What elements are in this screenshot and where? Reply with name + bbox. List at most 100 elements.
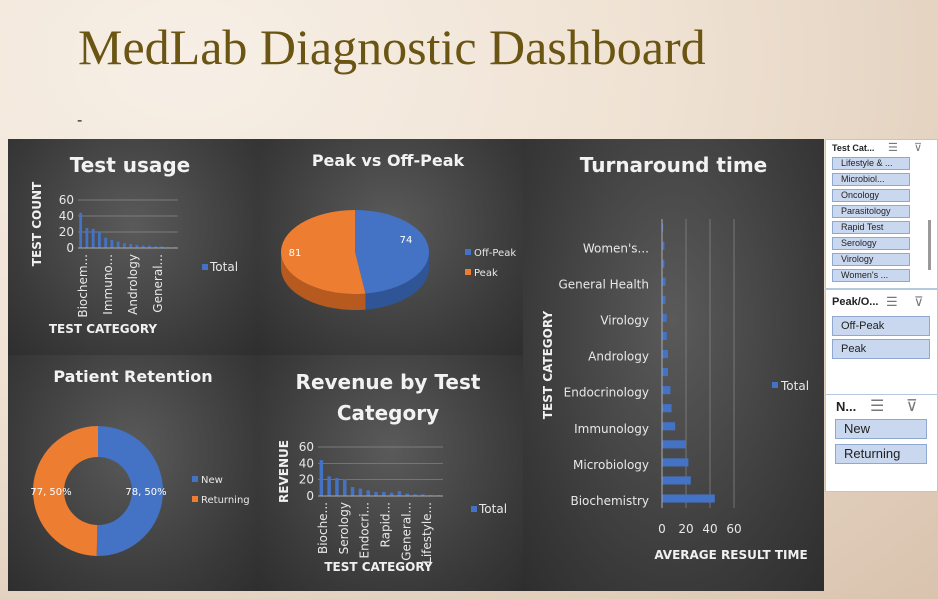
x-tick-label: Andrology [126,254,140,315]
slicer-item[interactable]: Oncology [832,189,910,202]
slicer-item[interactable]: Returning [835,444,927,464]
legend-label: Off-Peak [474,248,516,259]
slice-returning [33,426,98,556]
y-axis-title: TEST COUNT [30,181,44,266]
retention-chart: 78, 50% 77, 50% New Returning [30,426,250,556]
y-tick-label: 40 [299,456,314,470]
bar [141,245,145,248]
multi-select-icon[interactable]: ☰ [888,142,898,154]
slicer-item[interactable]: Rapid Test [832,221,910,234]
bar [421,494,425,496]
bar [413,494,417,496]
y-tick-label: 20 [299,473,314,487]
bar [662,440,686,449]
bar [104,237,108,248]
multi-select-icon[interactable]: ☰ [886,294,898,309]
clear-filter-icon[interactable]: ⊽ [906,398,918,415]
x-tick-label: Endocri... [358,502,372,558]
x-axis-title: TEST CATEGORY [49,322,158,336]
bar [91,228,95,248]
y-tick-label: 40 [59,209,74,223]
bar [135,244,139,248]
legend-swatch [465,249,471,255]
x-tick-label: Rapid... [379,502,393,547]
slicer-item[interactable]: New [835,419,927,439]
legend-swatch [465,269,471,275]
bar [662,422,676,431]
y-tick-label: Biochemistry [570,494,649,508]
new-slicer[interactable]: N... ☰ ⊽ New Returning [825,394,938,492]
bar [335,478,339,496]
y-tick-label: 20 [59,225,74,239]
bar [405,493,410,496]
bar [397,491,402,496]
y-tick-label: Virology [600,314,649,328]
y-tick-label: Women's... [583,241,649,255]
bar [662,277,666,286]
y-tick-label: General Health [558,277,649,291]
slicer-item[interactable]: Women's ... [832,269,910,282]
legend-swatch [471,506,477,512]
data-label: 74 [400,235,413,246]
bar [662,331,667,341]
legend-label: Peak [474,268,498,279]
bar [116,241,120,248]
y-axis-title: REVENUE [277,440,291,503]
slicer-scrollbar[interactable] [928,220,931,270]
slicer-item[interactable]: Virology [832,253,910,266]
bar [366,490,370,496]
slicer-item[interactable]: Off-Peak [832,316,930,336]
bar [374,491,378,496]
peak-slicer-header: Peak/O... [832,296,879,308]
slice-side-peak [281,252,366,310]
y-tick-label: Microbiology [573,458,649,472]
legend-swatch [772,382,778,388]
page-title: MedLab Diagnostic Dashboard [78,19,706,75]
y-tick-label: 0 [66,241,74,255]
data-label: 78, 50% [125,487,166,498]
slice-off-peak [355,210,429,294]
x-tick-label: 20 [678,522,693,536]
clear-filter-icon[interactable]: ⊽ [914,142,923,154]
slicer-item[interactable]: Serology [832,237,910,250]
legend-label: New [201,475,223,486]
bar [85,228,89,248]
revenue-panel: Revenue by Test Category 0 20 40 60 Bioche..… [258,355,523,591]
test-category-slicer-header: Test Cat... [832,143,875,153]
bar [662,368,668,377]
multi-select-icon[interactable]: ☰ [870,398,885,415]
test-category-slicer[interactable]: Test Cat... ☰ ⊽ Lifestyle & ... Microbiol… [825,139,938,289]
x-tick-label: Bioche... [316,502,330,554]
slicer-item[interactable]: Microbiol... [832,173,910,186]
bar [154,246,158,248]
peak-slicer[interactable]: Peak/O... ☰ ⊽ Off-Peak Peak [825,289,938,395]
bar [662,386,671,395]
y-tick-label: Endocrinology [564,386,649,400]
turnaround-chart: 0 20 40 60 Biochemistry Microbiology Immunolog… [541,219,809,562]
clear-filter-icon[interactable]: ⊽ [914,294,924,309]
legend-label: Returning [201,495,250,506]
slicer-item[interactable]: Peak [832,339,930,359]
bar [129,244,133,248]
peak-title: Peak vs Off-Peak [311,151,465,170]
bar [148,245,151,248]
legend-swatch [192,496,198,502]
slicer-item[interactable]: Parasitology [832,205,910,218]
bar [382,491,386,496]
bar [389,492,394,496]
legend-label: Total [780,379,809,393]
bar [662,494,715,503]
bar [662,241,665,250]
bar [350,487,355,496]
bar [327,476,331,496]
slicer-item[interactable]: Lifestyle & ... [832,157,910,170]
legend-label: Total [478,502,507,516]
y-tick-label: Immunology [574,422,649,436]
bar [436,495,441,496]
bar [662,313,667,322]
revenue-chart: 0 20 40 60 Bioche... Serology Endocri... Rapid.… [277,440,507,574]
bar [428,495,433,496]
test-usage-chart: 0 20 40 60 Biochem... Immuno... Andrology Gener… [30,181,238,336]
bar [123,243,126,248]
y-tick-label: 60 [59,193,74,207]
